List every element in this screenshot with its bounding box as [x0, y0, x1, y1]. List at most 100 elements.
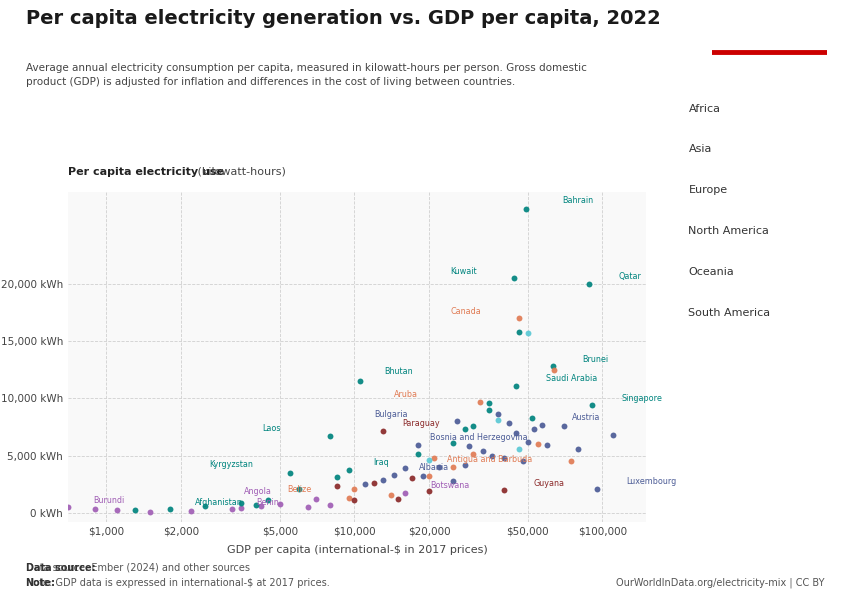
Text: Botswana: Botswana	[430, 481, 469, 490]
Point	[376, 475, 389, 484]
Text: Our World: Our World	[740, 19, 799, 28]
Point	[462, 442, 476, 451]
Point	[376, 427, 389, 436]
Point	[476, 446, 490, 456]
Text: Albania: Albania	[419, 463, 450, 472]
Point	[330, 482, 343, 491]
Text: Brunei: Brunei	[582, 355, 609, 364]
Text: Saudi Arabia: Saudi Arabia	[546, 374, 598, 383]
Point	[466, 449, 479, 459]
Point	[512, 444, 525, 454]
Point	[446, 438, 460, 448]
Point	[358, 479, 371, 489]
Point	[557, 421, 570, 431]
Point	[606, 430, 620, 440]
Text: Europe: Europe	[688, 185, 728, 195]
Text: Paraguay: Paraguay	[402, 419, 440, 428]
Point	[324, 500, 337, 509]
Text: Burundi: Burundi	[93, 496, 124, 505]
Text: Bhutan: Bhutan	[384, 367, 413, 376]
Point	[235, 498, 248, 508]
Text: North America: North America	[688, 226, 769, 236]
Point	[422, 455, 436, 465]
Text: Aruba: Aruba	[394, 391, 417, 400]
Point	[547, 365, 561, 374]
Point	[535, 420, 548, 430]
Text: Kyrgyzstan: Kyrgyzstan	[209, 460, 252, 469]
Point	[391, 494, 405, 504]
Text: OurWorldInData.org/electricity-mix | CC BY: OurWorldInData.org/electricity-mix | CC …	[616, 577, 824, 588]
Point	[367, 478, 381, 488]
Text: Guyana: Guyana	[534, 479, 564, 488]
Point	[324, 431, 337, 441]
Point	[283, 468, 297, 478]
Point	[301, 502, 314, 511]
Point	[88, 504, 102, 514]
Point	[521, 328, 535, 338]
Text: Luxembourg: Luxembourg	[626, 478, 677, 487]
Point	[450, 416, 464, 426]
Text: Bulgaria: Bulgaria	[374, 410, 408, 419]
Point	[249, 500, 263, 509]
Point	[581, 279, 595, 289]
X-axis label: GDP per capita (international-$ in 2017 prices): GDP per capita (international-$ in 2017 …	[227, 545, 487, 555]
Point	[518, 205, 532, 214]
Point	[491, 409, 505, 419]
Text: Note: GDP data is expressed in international-$ at 2017 prices.: Note: GDP data is expressed in internati…	[26, 578, 329, 588]
Point	[398, 488, 411, 498]
Point	[497, 485, 511, 495]
Text: Benin: Benin	[257, 497, 279, 506]
Point	[110, 505, 123, 515]
Text: Qatar: Qatar	[618, 272, 641, 281]
Point	[235, 503, 248, 512]
Point	[509, 381, 523, 391]
Point	[446, 476, 460, 485]
Point	[273, 499, 286, 508]
Text: Asia: Asia	[688, 145, 711, 154]
Point	[262, 496, 275, 505]
Text: South America: South America	[688, 308, 771, 317]
Point	[502, 419, 516, 428]
Point	[184, 506, 198, 515]
Point	[527, 424, 541, 434]
Text: Oceania: Oceania	[688, 267, 734, 277]
Text: Afghanistan: Afghanistan	[195, 497, 242, 506]
Point	[348, 484, 361, 494]
Point	[525, 413, 539, 422]
Point	[411, 440, 424, 450]
Point	[586, 400, 599, 410]
Point	[571, 444, 585, 454]
Text: Average annual electricity consumption per capita, measured in kilowatt-hours pe: Average annual electricity consumption p…	[26, 63, 586, 86]
Text: Laos: Laos	[263, 424, 280, 433]
Point	[497, 453, 511, 463]
Point	[422, 486, 436, 496]
Point	[485, 451, 499, 460]
Text: Austria: Austria	[571, 413, 600, 422]
Point	[512, 313, 525, 323]
Point	[590, 484, 604, 494]
Text: Data source:: Data source:	[26, 563, 95, 573]
Point	[225, 504, 239, 514]
Text: Africa: Africa	[688, 104, 721, 113]
Text: Singapore: Singapore	[622, 394, 663, 403]
Point	[411, 449, 424, 459]
Point	[458, 424, 472, 434]
Point	[342, 493, 355, 503]
Text: Note:: Note:	[26, 578, 55, 588]
Text: Per capita electricity generation vs. GDP per capita, 2022: Per capita electricity generation vs. GD…	[26, 9, 660, 28]
Point	[309, 494, 323, 504]
Point	[531, 439, 545, 449]
Point	[422, 472, 436, 481]
Point	[433, 462, 446, 472]
Point	[348, 496, 361, 505]
Point	[491, 415, 505, 425]
Point	[546, 361, 559, 371]
Point	[292, 484, 306, 494]
Point	[564, 457, 578, 466]
Point	[163, 504, 177, 514]
Text: Antigua and Barbuda: Antigua and Barbuda	[446, 455, 532, 464]
Point	[446, 462, 460, 472]
Point	[384, 490, 398, 499]
Text: Angola: Angola	[243, 487, 271, 496]
Point	[254, 501, 268, 511]
